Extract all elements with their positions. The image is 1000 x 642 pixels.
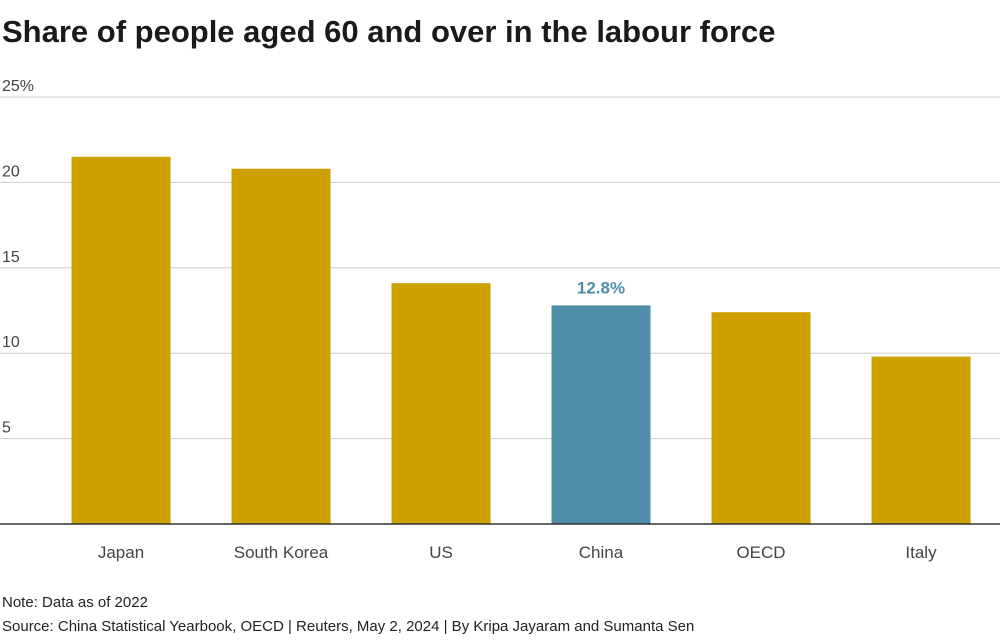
x-tick-label: Italy	[905, 543, 937, 562]
x-tick-label: US	[429, 543, 453, 562]
x-tick-label: OECD	[736, 543, 785, 562]
x-tick-label: Japan	[98, 543, 144, 562]
chart-title: Share of people aged 60 and over in the …	[2, 14, 776, 49]
y-tick-label: 15	[2, 249, 20, 266]
bar-china	[551, 305, 651, 524]
x-tick-label: China	[579, 543, 624, 562]
chart-source: Source: China Statistical Yearbook, OECD…	[2, 618, 695, 635]
data-labels: 12.8%	[577, 278, 625, 297]
y-axis-tick-labels: 25% 20 15 10 5	[2, 78, 34, 437]
x-tick-label: South Korea	[234, 543, 329, 562]
y-tick-label: 25%	[2, 78, 34, 95]
bar-south-korea	[231, 168, 331, 524]
y-tick-label: 10	[2, 334, 20, 351]
bar-oecd	[711, 312, 811, 524]
bar-japan	[71, 156, 171, 524]
chart-note: Note: Data as of 2022	[2, 594, 148, 611]
bars	[71, 156, 971, 524]
bar-us	[391, 283, 491, 524]
data-label-china: 12.8%	[577, 278, 625, 297]
bar-italy	[871, 356, 971, 524]
y-tick-label: 20	[2, 163, 20, 180]
y-tick-label: 5	[2, 420, 11, 437]
x-axis-tick-labels: Japan South Korea US China OECD Italy	[98, 543, 937, 562]
